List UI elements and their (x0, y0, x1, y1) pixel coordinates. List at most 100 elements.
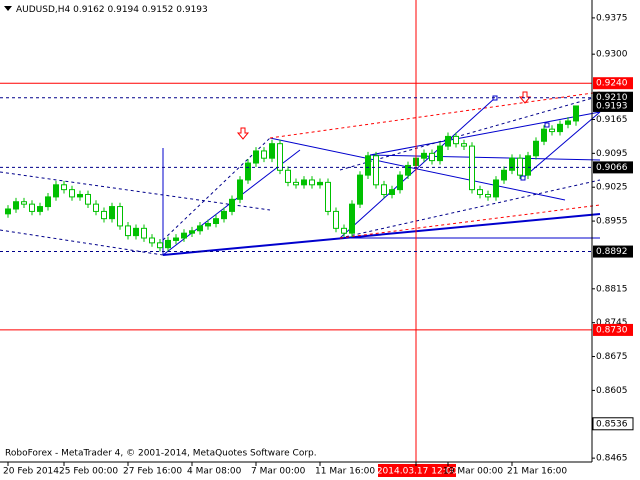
price-label: 0.8892 (596, 247, 628, 257)
symbol: AUDUSD,H4 (16, 5, 71, 15)
price-label: 0.8536 (596, 419, 628, 429)
overlay: 2014.03.17 12:00 (0, 0, 592, 477)
candle-body (189, 230, 195, 234)
y-tick-label: 0.8815 (596, 284, 628, 294)
anchor-point (520, 175, 526, 181)
candle-body (349, 203, 355, 234)
candle-body (269, 143, 275, 159)
trend-line (339, 204, 601, 239)
low-value: 0.9152 (142, 5, 174, 15)
candle-body (325, 181, 331, 212)
candle-body (133, 227, 139, 237)
candle-body (453, 135, 459, 145)
x-tick-label: 27 Feb 16:00 (123, 467, 182, 477)
candle-body (229, 198, 235, 212)
candle-body (13, 201, 19, 210)
candle-body (77, 193, 83, 198)
y-tick-label: 0.8745 (596, 318, 628, 328)
candle-body (517, 157, 523, 176)
candle-body (213, 218, 219, 225)
x-tick-label: 20 Feb 2014 (3, 467, 59, 477)
candle-body (93, 203, 99, 212)
trend-line (162, 137, 271, 241)
candle-body (237, 179, 243, 200)
drawings (0, 91, 601, 256)
menu-icon[interactable] (4, 6, 12, 11)
candle-body (333, 210, 339, 229)
trend-line (269, 137, 566, 201)
candle-body (37, 206, 43, 212)
open-value: 0.9162 (73, 5, 105, 15)
x-tick-label: 25 Feb 00:00 (59, 467, 118, 477)
candle-body (485, 193, 491, 198)
trend-line (162, 213, 601, 256)
footer: RoboForex - MetaTrader 4, © 2001-2014, M… (5, 449, 317, 459)
candle-body (357, 174, 363, 205)
x-tick-label: 21 Mar 16:00 (507, 467, 567, 477)
candle-body (477, 189, 483, 195)
candle-body (429, 152, 435, 162)
candle-body (397, 174, 403, 191)
x-tick-label: 11 Mar 16:00 (315, 467, 375, 477)
candle-body (205, 223, 211, 227)
price-label: 0.9240 (596, 79, 628, 89)
candle-body (69, 189, 75, 198)
candle-body (45, 196, 51, 208)
candle-body (389, 189, 395, 195)
crosshair-label: 2014.03.17 12:00 (377, 467, 458, 477)
candle-body (181, 232, 187, 239)
y-tick-label: 0.9025 (596, 183, 628, 193)
candle-body (541, 128, 547, 142)
candle-body (125, 225, 131, 237)
y-tick-label: 0.8955 (596, 217, 628, 227)
candle-body (109, 206, 115, 220)
candle-body (285, 169, 291, 183)
candle-body (301, 179, 307, 186)
trend-line (339, 97, 496, 239)
candle-body (165, 239, 171, 249)
candle-body (117, 206, 123, 227)
candle-body (221, 210, 227, 220)
candle-body (565, 120, 571, 125)
close-value: 0.9193 (176, 5, 208, 15)
candle-body (437, 145, 443, 162)
candle-body (53, 184, 59, 198)
x-tick-label: 4 Mar 08:00 (187, 467, 242, 477)
trend-line (369, 154, 601, 161)
chart-title: AUDUSD,H4 0.9162 0.9194 0.9152 0.9193 (16, 5, 208, 15)
candle-body (461, 143, 467, 147)
candle-body (493, 179, 499, 198)
high-value: 0.9194 (108, 5, 140, 15)
candle-body (141, 227, 147, 239)
y-tick-label: 0.8465 (596, 454, 628, 464)
series (5, 105, 579, 252)
candle-body (373, 155, 379, 186)
candle-body (501, 169, 507, 181)
candle-body (421, 152, 427, 159)
candle-body (29, 203, 35, 212)
y-tick-label: 0.9300 (596, 50, 628, 60)
candle-body (525, 155, 531, 176)
y-tick-label: 0.8605 (596, 386, 628, 396)
y-tick-label: 0.9095 (596, 149, 628, 159)
candle-body (293, 181, 299, 186)
candle-body (509, 157, 515, 171)
candle-body (253, 150, 259, 164)
candle-body (261, 150, 267, 159)
candle-body (309, 179, 315, 186)
candle-body (173, 237, 179, 241)
candle-body (381, 184, 387, 195)
candle-body (197, 225, 203, 232)
candle-body (245, 162, 251, 181)
candle-body (557, 123, 563, 133)
y-tick-label: 0.9375 (596, 13, 628, 23)
candle-body (277, 143, 283, 171)
price-label-bg (593, 161, 633, 174)
trend-line (369, 111, 601, 156)
down-arrow (236, 127, 250, 140)
price-label-bg (592, 417, 634, 431)
price-label: 0.8730 (596, 325, 628, 335)
candle-body (101, 210, 107, 220)
candle-body (533, 140, 539, 157)
trend-line (339, 179, 601, 239)
